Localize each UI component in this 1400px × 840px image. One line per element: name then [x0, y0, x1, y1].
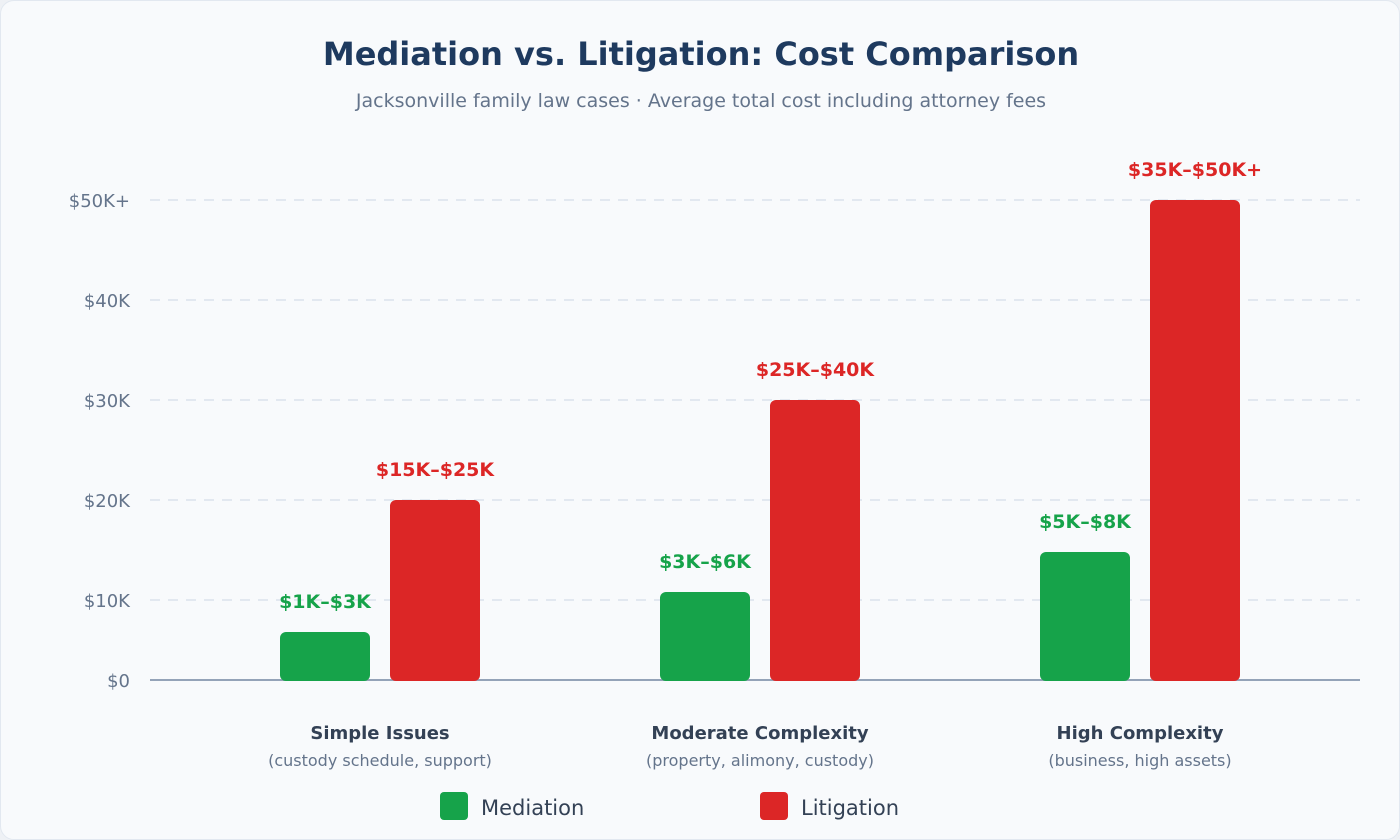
y-tick-label: $50K+: [69, 191, 130, 212]
category-sublabel: (business, high assets): [1048, 751, 1231, 770]
y-tick-label: $10K: [84, 591, 131, 612]
mediation-bar: [1040, 552, 1130, 681]
chart-title: Mediation vs. Litigation: Cost Compariso…: [322, 35, 1080, 73]
legend-swatch-mediation: [440, 792, 468, 820]
mediation-bar: [660, 592, 750, 681]
data-label: $3K–$6K: [659, 551, 752, 573]
y-tick-label: $40K: [84, 291, 131, 312]
y-tick-label: $30K: [84, 391, 131, 412]
data-label: $25K–$40K: [756, 359, 876, 381]
data-label: $5K–$8K: [1039, 511, 1132, 533]
chart-subtitle: Jacksonville family law cases · Average …: [355, 90, 1047, 112]
legend-swatch-litigation: [760, 792, 788, 820]
litigation-bar: [770, 400, 860, 681]
category-label: Simple Issues: [310, 723, 449, 744]
data-label: $1K–$3K: [279, 591, 372, 613]
y-tick-label: $20K: [84, 491, 131, 512]
litigation-bar: [390, 500, 480, 681]
category-sublabel: (custody schedule, support): [268, 751, 492, 770]
legend-label-litigation: Litigation: [801, 796, 899, 820]
category-sublabel: (property, alimony, custody): [646, 751, 874, 770]
data-label: $35K–$50K+: [1128, 159, 1262, 181]
data-label: $15K–$25K: [376, 459, 496, 481]
category-label: Moderate Complexity: [651, 723, 868, 744]
mediation-bar: [280, 632, 370, 681]
legend-label-mediation: Mediation: [481, 796, 584, 820]
category-label: High Complexity: [1057, 723, 1224, 744]
y-tick-label: $0: [107, 671, 130, 692]
litigation-bar: [1150, 200, 1240, 681]
